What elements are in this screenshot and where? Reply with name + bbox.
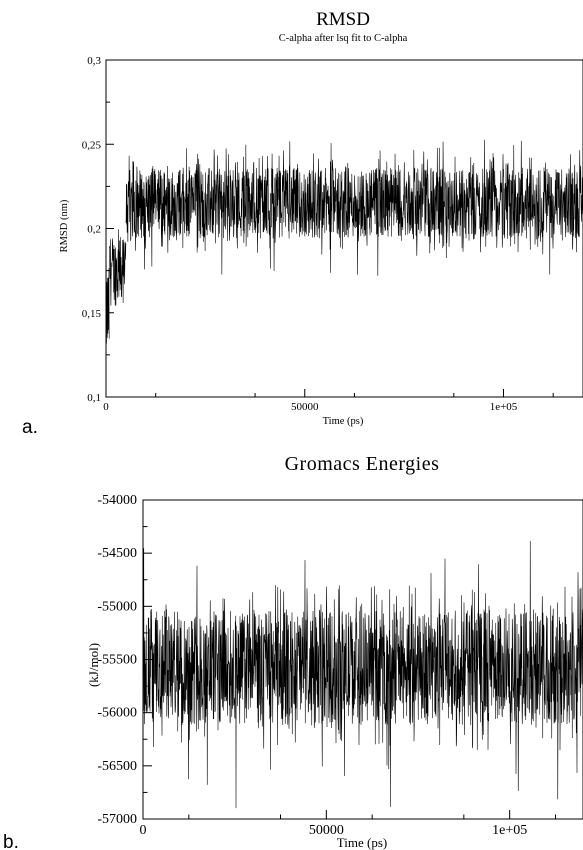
y-tick-label: 0,25 (82, 139, 102, 151)
y-tick-label: 0,2 (87, 224, 101, 236)
y-tick-label: -56000 (97, 706, 137, 721)
plot-area (142, 499, 583, 820)
x-tick-label: 0 (140, 823, 147, 838)
panel-label-a: a. (22, 417, 38, 438)
y-axis-label: RMSD (nm) (59, 199, 70, 252)
series-line-segment (108, 229, 127, 306)
y-tick-label: 0,1 (87, 392, 101, 404)
x-axis-label: Time (ps) (337, 835, 387, 850)
series-line-segment (125, 139, 583, 276)
x-tick-label: 1e+05 (492, 823, 527, 838)
y-tick-label: -55500 (97, 653, 137, 668)
y-tick-label: 0,3 (87, 55, 101, 67)
x-tick-label: 0 (103, 401, 109, 413)
y-tick-label: -54000 (97, 493, 137, 508)
chart-title: Gromacs Energies (285, 453, 440, 475)
y-tick-label: -56500 (97, 759, 137, 774)
y-axis-label: (kJ/mol) (86, 643, 101, 687)
y-tick-label: -54500 (97, 546, 137, 561)
x-tick-label: 1e+05 (490, 401, 518, 413)
y-tick-label: 0,15 (82, 308, 102, 320)
x-tick-label: 50000 (291, 401, 319, 413)
tick-labels: 0 50000 1e+05 -57000 -56500 -56000 -55500 -5500… (97, 493, 556, 838)
chart-title: RMSD (316, 9, 370, 30)
y-tick-label: -57000 (97, 812, 137, 827)
x-tick-label: 50000 (309, 823, 344, 838)
panel-label-b: b. (3, 832, 19, 850)
tick-labels: 0 50000 1e+05 0,1 0,15 0,2 0,25 0,3 (82, 55, 554, 413)
series-line-segment (142, 541, 583, 809)
chart-rmsd: RMSD C-alpha after lsq fit to C-alpha 0 5… (22, 9, 583, 438)
plot-area (105, 59, 583, 398)
y-tick-label: -55000 (97, 599, 137, 614)
chart-subtitle: C-alpha after lsq fit to C-alpha (279, 33, 408, 44)
series-line-segment (105, 265, 110, 344)
x-axis-label: Time (ps) (323, 416, 364, 427)
chart-energies: Gromacs Energies 0 50000 1e+05 -57000 -56500… (3, 453, 583, 850)
